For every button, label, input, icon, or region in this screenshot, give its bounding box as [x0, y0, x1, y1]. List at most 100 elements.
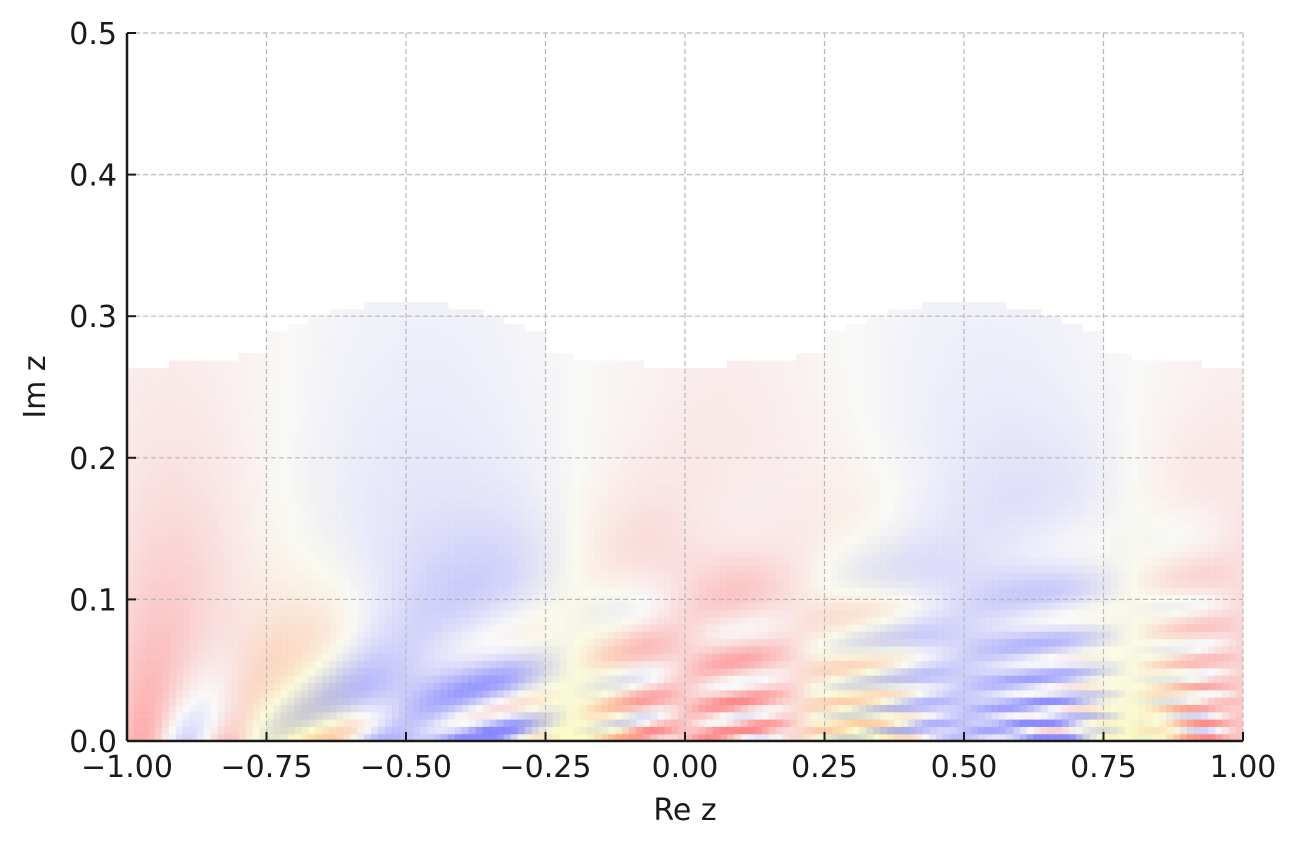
heatmap-cell: [399, 616, 407, 625]
heatmap-cell: [203, 689, 212, 698]
heatmap-cell: [336, 689, 344, 698]
heatmap-cell: [657, 733, 665, 741]
heatmap-cell: [657, 697, 665, 706]
heatmap-cell: [468, 558, 477, 567]
heatmap-cell: [203, 704, 212, 713]
heatmap-cell: [594, 675, 602, 684]
heatmap-cell: [378, 404, 386, 413]
heatmap-cell: [615, 682, 623, 691]
heatmap-cell: [761, 733, 770, 741]
heatmap-cell: [622, 536, 630, 545]
heatmap-cell: [385, 660, 393, 669]
heatmap-cell: [482, 594, 491, 603]
heatmap-cell: [698, 587, 707, 596]
heatmap-cell: [175, 572, 184, 581]
heatmap-cell: [419, 733, 428, 741]
heatmap-cell: [475, 448, 484, 457]
heatmap-cell: [392, 521, 400, 530]
heatmap-cell: [468, 316, 477, 325]
heatmap-cell: [154, 367, 163, 376]
heatmap-cell: [740, 382, 749, 391]
heatmap-cell: [336, 587, 344, 596]
heatmap-cell: [559, 645, 568, 654]
heatmap-cell: [203, 367, 212, 376]
heatmap-cell: [259, 353, 268, 362]
heatmap-cell: [357, 521, 365, 530]
heatmap-cell: [650, 660, 658, 669]
heatmap-cell: [399, 580, 407, 588]
heatmap-cell: [650, 572, 658, 581]
heatmap-cell: [671, 682, 679, 691]
heatmap-cell: [691, 484, 700, 493]
heatmap-cell: [761, 631, 770, 640]
heatmap-cell: [657, 411, 665, 420]
heatmap-cell: [608, 367, 616, 376]
heatmap-cell: [747, 645, 756, 654]
heatmap-cell: [426, 477, 435, 486]
heatmap-cell: [601, 455, 609, 464]
heatmap-cell: [629, 404, 637, 413]
heatmap-cell: [392, 375, 400, 384]
heatmap-cell: [552, 470, 561, 479]
heatmap-cell: [426, 419, 435, 428]
heatmap-cell: [664, 653, 672, 662]
heatmap-cell: [510, 389, 519, 398]
heatmap-cell: [608, 426, 616, 435]
heatmap-cell: [378, 660, 386, 669]
heatmap-cell: [287, 323, 295, 332]
heatmap-cell: [364, 675, 372, 684]
heatmap-cell: [740, 367, 749, 376]
heatmap-cell: [691, 367, 700, 376]
heatmap-cell: [678, 477, 686, 486]
heatmap-cell: [517, 397, 526, 406]
heatmap-cell: [559, 528, 568, 537]
heatmap-cell: [133, 382, 142, 391]
heatmap-cell: [754, 419, 763, 428]
heatmap-cell: [224, 455, 233, 464]
heatmap-cell: [301, 492, 309, 501]
heatmap-cell: [517, 704, 526, 713]
heatmap-cell: [685, 645, 693, 654]
heatmap-cell: [615, 572, 623, 581]
heatmap-cell: [399, 631, 407, 640]
heatmap-cell: [182, 470, 191, 479]
heatmap-cell: [147, 689, 156, 698]
heatmap-cell: [336, 726, 344, 735]
heatmap-cell: [503, 536, 512, 545]
heatmap-cell: [454, 572, 463, 581]
heatmap-cell: [685, 704, 693, 713]
heatmap-cell: [308, 323, 316, 332]
heatmap-cell: [140, 514, 149, 523]
heatmap-cell: [175, 616, 184, 625]
heatmap-cell: [336, 484, 344, 493]
heatmap-cell: [203, 462, 212, 471]
heatmap-cell: [740, 550, 749, 559]
heatmap-cell: [280, 499, 289, 508]
heatmap-cell: [343, 353, 351, 362]
heatmap-cell: [350, 426, 358, 435]
heatmap-cell: [510, 711, 519, 720]
heatmap-cell: [566, 397, 574, 406]
heatmap-cell: [538, 419, 547, 428]
heatmap-cell: [385, 441, 393, 449]
heatmap-cell: [440, 492, 449, 501]
heatmap-cell: [650, 448, 658, 457]
heatmap-cell: [489, 404, 498, 413]
heatmap-cell: [287, 565, 295, 574]
heatmap-cell: [182, 660, 191, 669]
heatmap-cell: [419, 302, 428, 310]
heatmap-cell: [357, 433, 365, 442]
heatmap-cell: [231, 711, 240, 720]
heatmap-cell: [412, 609, 421, 618]
heatmap-cell: [154, 419, 163, 428]
heatmap-cell: [287, 389, 295, 398]
heatmap-cell: [133, 726, 142, 735]
heatmap-cell: [426, 733, 435, 741]
heatmap-cell: [315, 601, 323, 610]
heatmap-cell: [426, 441, 435, 449]
heatmap-cell: [426, 448, 435, 457]
heatmap-cell: [475, 565, 484, 574]
heatmap-cell: [524, 601, 533, 610]
heatmap-cell: [406, 667, 414, 676]
heatmap-cell: [308, 521, 316, 530]
